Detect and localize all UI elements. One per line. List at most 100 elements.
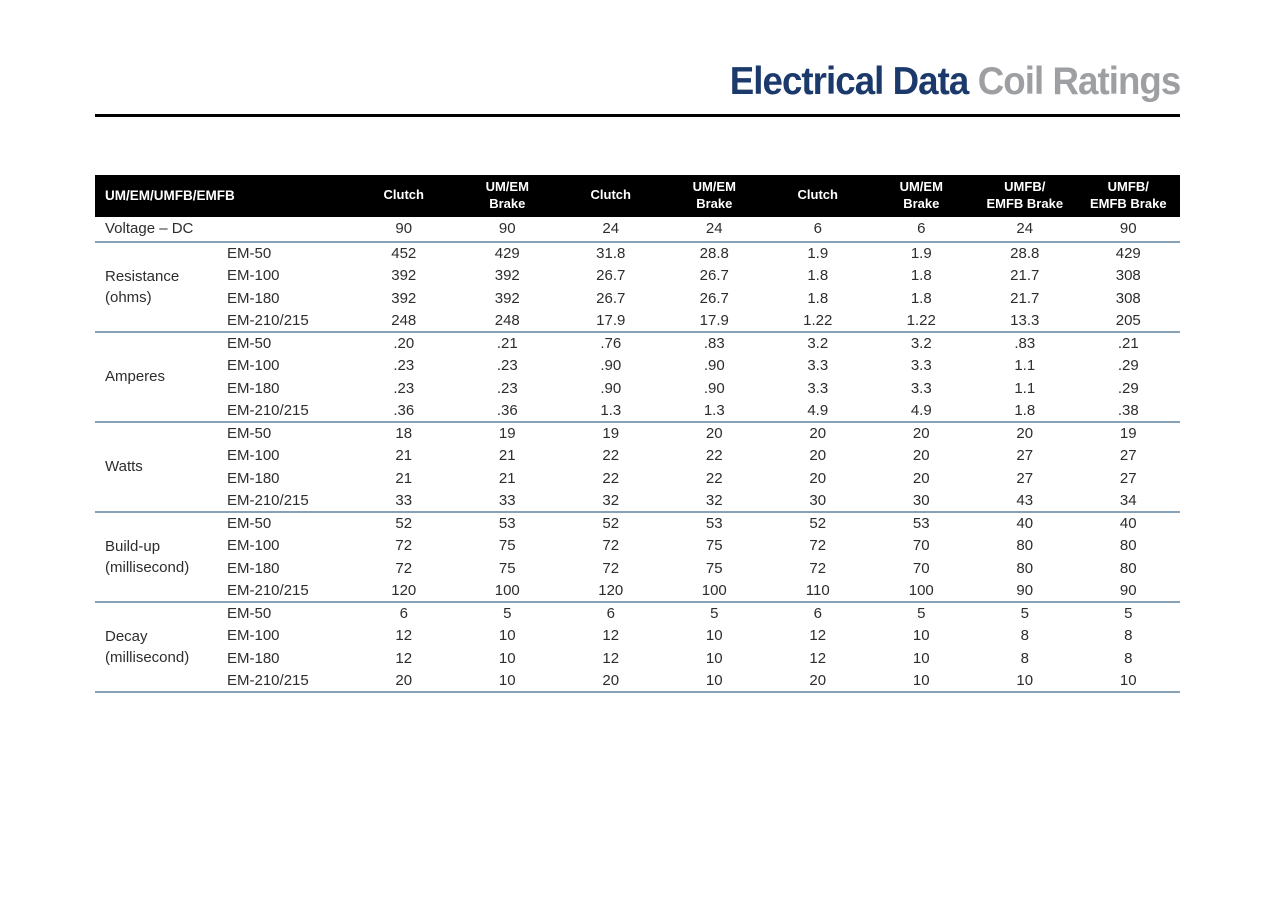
- data-value: 8: [1124, 627, 1133, 645]
- data-value: 17.9: [559, 309, 663, 333]
- data-value: 80: [1016, 559, 1034, 577]
- data-value: .29: [1117, 379, 1139, 397]
- data-value: 308: [1115, 289, 1141, 307]
- voltage-label: Voltage – DC: [95, 216, 353, 243]
- data-value: 8: [1020, 627, 1029, 645]
- voltage-value: 24: [662, 216, 767, 243]
- section-label: Amperes: [95, 331, 227, 423]
- data-value: 22: [705, 447, 723, 465]
- data-value: 90: [973, 579, 1077, 603]
- model-label: EM-210/215: [227, 399, 353, 423]
- data-value: 31.8: [596, 245, 626, 263]
- data-value: 10: [912, 627, 930, 645]
- data-value: 10: [912, 649, 930, 667]
- data-value: 20: [352, 669, 456, 693]
- data-value: 1.22: [766, 309, 870, 333]
- data-value: 392: [494, 289, 520, 307]
- data-value: 34: [1076, 489, 1181, 513]
- table-row: EM-180 12 10 12 10 12 10 8 8: [95, 647, 1180, 670]
- data-value: 1.8: [807, 267, 829, 285]
- section-label-line: (millisecond): [105, 648, 190, 666]
- data-value: 120: [352, 579, 456, 603]
- column-header: Clutch: [352, 174, 456, 217]
- model-label: EM-100: [227, 447, 280, 465]
- column-header-line: UMFB/: [1004, 179, 1046, 195]
- column-header: UM/EM Brake: [662, 174, 767, 217]
- data-value: 3.3: [910, 379, 932, 397]
- model-label: EM-50: [227, 605, 272, 623]
- column-header-line: Clutch: [797, 187, 838, 203]
- data-value: 100: [869, 579, 974, 603]
- data-value: .90: [600, 357, 622, 375]
- data-value: 21: [498, 447, 516, 465]
- data-value: 33: [455, 489, 560, 513]
- data-value: 10: [973, 669, 1077, 693]
- column-header: Clutch: [559, 174, 663, 217]
- data-value: .23: [496, 357, 518, 375]
- data-value: 4.9: [869, 399, 974, 423]
- data-value: 40: [1016, 515, 1034, 533]
- model-label: EM-100: [227, 537, 280, 555]
- column-header-line: Brake: [489, 195, 526, 211]
- model-label: EM-50: [227, 425, 272, 443]
- data-value: 3.3: [807, 357, 829, 375]
- data-value: 6: [606, 605, 615, 623]
- data-value: 20: [912, 425, 930, 443]
- table-row: Resistance (ohms) EM-50 452 429 31.8 28.8 1.9 1.…: [95, 241, 1180, 333]
- data-value: 452: [391, 245, 417, 263]
- data-value: .83: [703, 335, 725, 353]
- data-value: 10: [705, 627, 723, 645]
- data-value: 20: [809, 425, 827, 443]
- model-label: EM-210/215: [227, 489, 353, 513]
- model-label: EM-100: [227, 267, 280, 285]
- data-value: 53: [498, 515, 516, 533]
- data-value: 90: [1076, 579, 1181, 603]
- column-header-line: UM/EM: [899, 179, 943, 195]
- data-value: .23: [496, 379, 518, 397]
- table-row: EM-210/215 33 33 32 32 30 30 43 34: [95, 489, 1181, 513]
- data-value: 28.8: [1010, 245, 1040, 263]
- column-header-line: Clutch: [383, 187, 424, 203]
- model-label: EM-210/215: [227, 309, 353, 333]
- data-value: 21: [498, 469, 516, 487]
- data-value: .76: [600, 335, 622, 353]
- data-value: 19: [1119, 425, 1137, 443]
- voltage-value: 90: [352, 216, 456, 243]
- table-row: Decay (millisecond) EM-50 6 5 6 5 6 5 5 5: [95, 601, 1180, 693]
- data-value: 26.7: [699, 267, 729, 285]
- voltage-value: 90: [1076, 216, 1181, 243]
- data-value: .23: [393, 379, 415, 397]
- data-value: 27: [1016, 469, 1034, 487]
- data-value: 3.3: [807, 379, 829, 397]
- table-row: EM-210/215 120 100 120 100 110 100 90 90: [95, 579, 1181, 603]
- data-value: 10: [705, 649, 723, 667]
- data-value: 1.22: [869, 309, 974, 333]
- data-value: 80: [1119, 537, 1137, 555]
- data-value: 72: [395, 559, 413, 577]
- data-value: 80: [1016, 537, 1034, 555]
- column-header: Clutch: [766, 174, 870, 217]
- data-value: 1.1: [1014, 379, 1036, 397]
- data-value: 75: [498, 537, 516, 555]
- data-value: 5: [1020, 605, 1029, 623]
- data-value: 13.3: [973, 309, 1077, 333]
- column-header-line: UMFB/: [1107, 179, 1149, 195]
- data-value: 20: [766, 669, 870, 693]
- data-value: 4.9: [766, 399, 870, 423]
- data-value: 53: [705, 515, 723, 533]
- data-value: 20: [705, 425, 723, 443]
- data-value: 26.7: [596, 267, 626, 285]
- data-value: 33: [352, 489, 456, 513]
- data-value: 75: [498, 559, 516, 577]
- table-body: Voltage – DC 90 90 24 24 6 6 24 90 Resistance (o…: [95, 216, 1181, 693]
- data-value: 392: [391, 267, 417, 285]
- voltage-value: 24: [559, 216, 663, 243]
- data-value: 80: [1119, 559, 1137, 577]
- data-value: 22: [602, 469, 620, 487]
- model-label: EM-100: [227, 627, 280, 645]
- data-value: 308: [1115, 267, 1141, 285]
- section-label: Watts: [95, 421, 227, 513]
- data-value: 5: [917, 605, 926, 623]
- voltage-value: 90: [455, 216, 560, 243]
- data-value: 12: [809, 649, 827, 667]
